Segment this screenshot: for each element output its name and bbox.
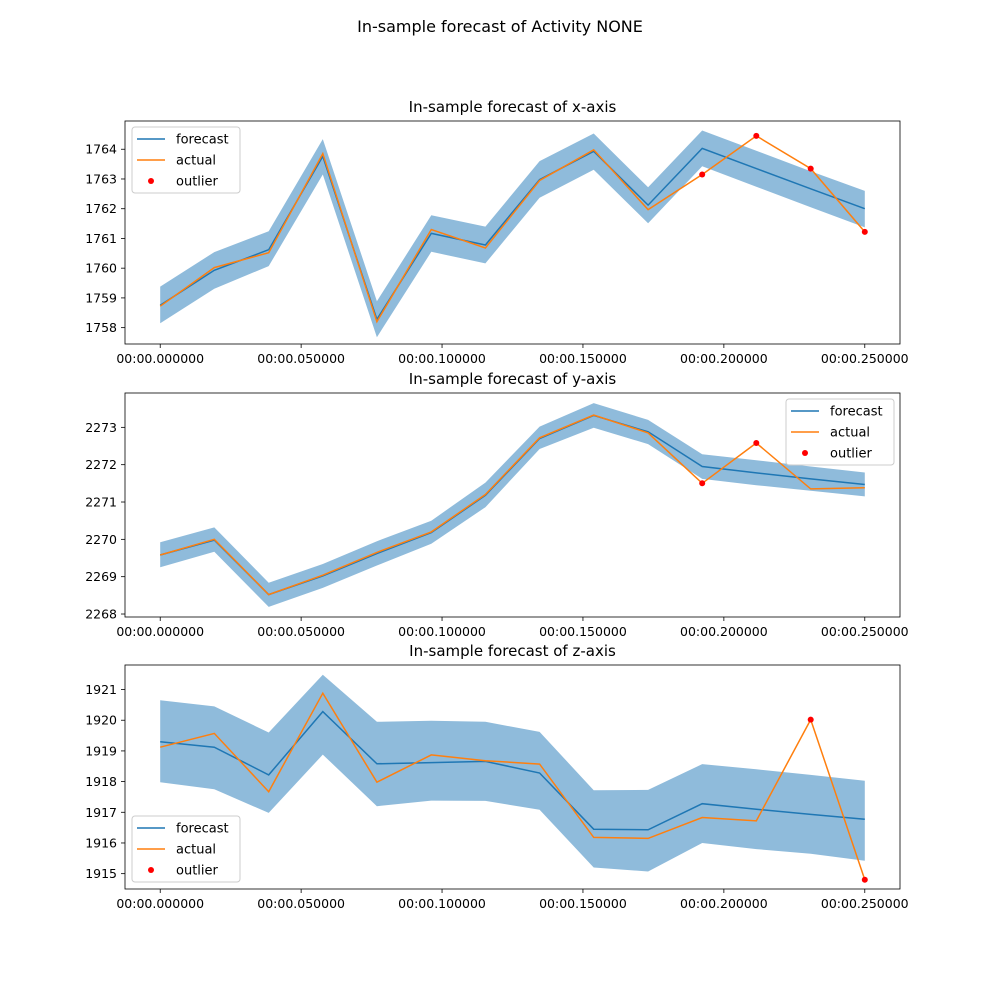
chart-0-legend-outlier-marker	[148, 178, 154, 184]
chart-0-y-tick-label: 1763	[85, 171, 117, 186]
chart-1-x-tick-label: 00:00.050000	[257, 624, 345, 639]
chart-0-y-tick-label: 1762	[85, 201, 117, 216]
chart-1-legend-outlier-label: outlier	[830, 447, 873, 462]
chart-1-outlier-point	[699, 480, 706, 487]
chart-0-y-tick-label: 1761	[85, 231, 117, 246]
chart-1-axes-frame	[124, 392, 901, 618]
chart-0-axes-frame	[124, 120, 901, 345]
chart-1-legend-actual-label: actual	[830, 426, 870, 441]
chart-1-x-tick-label: 00:00.000000	[116, 624, 204, 639]
chart-0-outlier-point	[807, 165, 814, 172]
chart-2-x-tick-label: 00:00.200000	[680, 896, 768, 911]
subplot-x-axis: 00:00.000000 00:00.050000 00:00.100000 00:0…	[85, 98, 908, 366]
chart-0-y-tick-label: 1758	[85, 320, 117, 335]
chart-1-x-tick-label: 00:00.100000	[398, 624, 486, 639]
chart-1-title: In-sample forecast of y-axis	[409, 370, 617, 388]
chart-2-legend-actual-label: actual	[176, 843, 216, 858]
chart-1-y-tick-label: 2269	[85, 569, 117, 584]
chart-2-y-tick-label: 1918	[85, 774, 117, 789]
chart-2-y-tick-label: 1921	[85, 682, 117, 697]
chart-2-legend-outlier-marker	[148, 867, 154, 873]
chart-2-y-tick-label: 1919	[85, 743, 117, 758]
chart-1-y-tick-label: 2270	[85, 532, 117, 547]
chart-0-y-tick-label: 1760	[85, 261, 117, 276]
chart-0-x-tick-label: 00:00.250000	[821, 351, 909, 366]
chart-2-x-tick-label: 00:00.100000	[398, 896, 486, 911]
chart-0-y-tick-label: 1764	[85, 142, 117, 157]
chart-0-x-tick-label: 00:00.000000	[116, 351, 204, 366]
chart-1-legend-box	[785, 398, 895, 466]
chart-0-legend-box	[131, 126, 241, 194]
chart-1-y-tick-label: 2271	[85, 495, 117, 510]
chart-0-legend-actual-label: actual	[176, 154, 216, 169]
chart-0-outlier-point	[753, 132, 760, 139]
subplot-z-axis: 00:00.000000 00:00.050000 00:00.100000 00:0…	[85, 642, 908, 911]
chart-1-y-tick-label: 2273	[85, 420, 117, 435]
chart-1-x-tick-label: 00:00.250000	[821, 624, 909, 639]
chart-2-y-tick-label: 1917	[85, 805, 117, 820]
chart-0-outlier-point	[861, 228, 868, 235]
chart-2-forecast-line	[160, 710, 865, 831]
chart-2-outlier-point	[807, 716, 814, 723]
chart-0-legend-forecast-label: forecast	[176, 133, 229, 148]
figure-title: In-sample forecast of Activity NONE	[357, 17, 643, 36]
chart-1-outlier-point	[753, 440, 760, 446]
chart-2-x-tick-label: 00:00.150000	[539, 896, 627, 911]
chart-1-y-tick-label: 2268	[85, 607, 117, 622]
chart-2-y-tick-label: 1915	[85, 866, 117, 881]
chart-0-outlier-point	[699, 171, 706, 178]
chart-2-outlier-point	[861, 876, 868, 883]
chart-2-x-tick-label: 00:00.000000	[116, 896, 204, 911]
subplot-y-axis: 00:00.000000 00:00.050000 00:00.100000 00:0…	[85, 370, 908, 639]
chart-2-y-tick-label: 1916	[85, 835, 117, 850]
chart-1-y-tick-label: 2272	[85, 457, 117, 472]
chart-0-confidence-band	[160, 130, 865, 338]
chart-0-x-tick-label: 00:00.050000	[257, 351, 345, 366]
chart-1-legend-forecast-label: forecast	[830, 405, 883, 420]
chart-0-title: In-sample forecast of x-axis	[409, 98, 617, 116]
chart-0-actual-line	[159, 135, 866, 324]
chart-2-title: In-sample forecast of z-axis	[409, 642, 616, 660]
chart-2-x-tick-label: 00:00.050000	[257, 896, 345, 911]
chart-1-x-tick-label: 00:00.150000	[539, 624, 627, 639]
chart-2-legend-box	[131, 815, 241, 883]
chart-1-actual-line	[159, 414, 865, 596]
chart-2-legend-forecast-label: forecast	[176, 822, 229, 837]
chart-2-x-tick-label: 00:00.250000	[821, 896, 909, 911]
chart-1-x-tick-label: 00:00.200000	[680, 624, 768, 639]
chart-0-x-tick-label: 00:00.200000	[680, 351, 768, 366]
chart-0-x-tick-label: 00:00.100000	[398, 351, 486, 366]
chart-2-actual-line	[160, 691, 866, 881]
chart-1-confidence-band	[160, 403, 865, 607]
chart-2-axes-frame	[124, 664, 901, 890]
chart-2-y-tick-label: 1920	[85, 713, 117, 728]
chart-1-legend-outlier-marker	[802, 450, 808, 456]
chart-0-y-tick-label: 1759	[85, 290, 117, 305]
chart-0-forecast-line	[159, 147, 866, 322]
chart-0-x-tick-label: 00:00.150000	[539, 351, 627, 366]
chart-0-legend-outlier-label: outlier	[176, 175, 219, 190]
chart-2-legend-outlier-label: outlier	[176, 864, 219, 879]
